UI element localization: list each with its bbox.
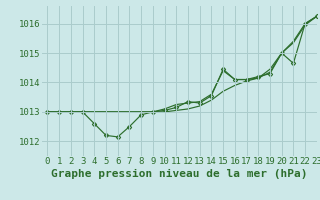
X-axis label: Graphe pression niveau de la mer (hPa): Graphe pression niveau de la mer (hPa) <box>51 169 308 179</box>
